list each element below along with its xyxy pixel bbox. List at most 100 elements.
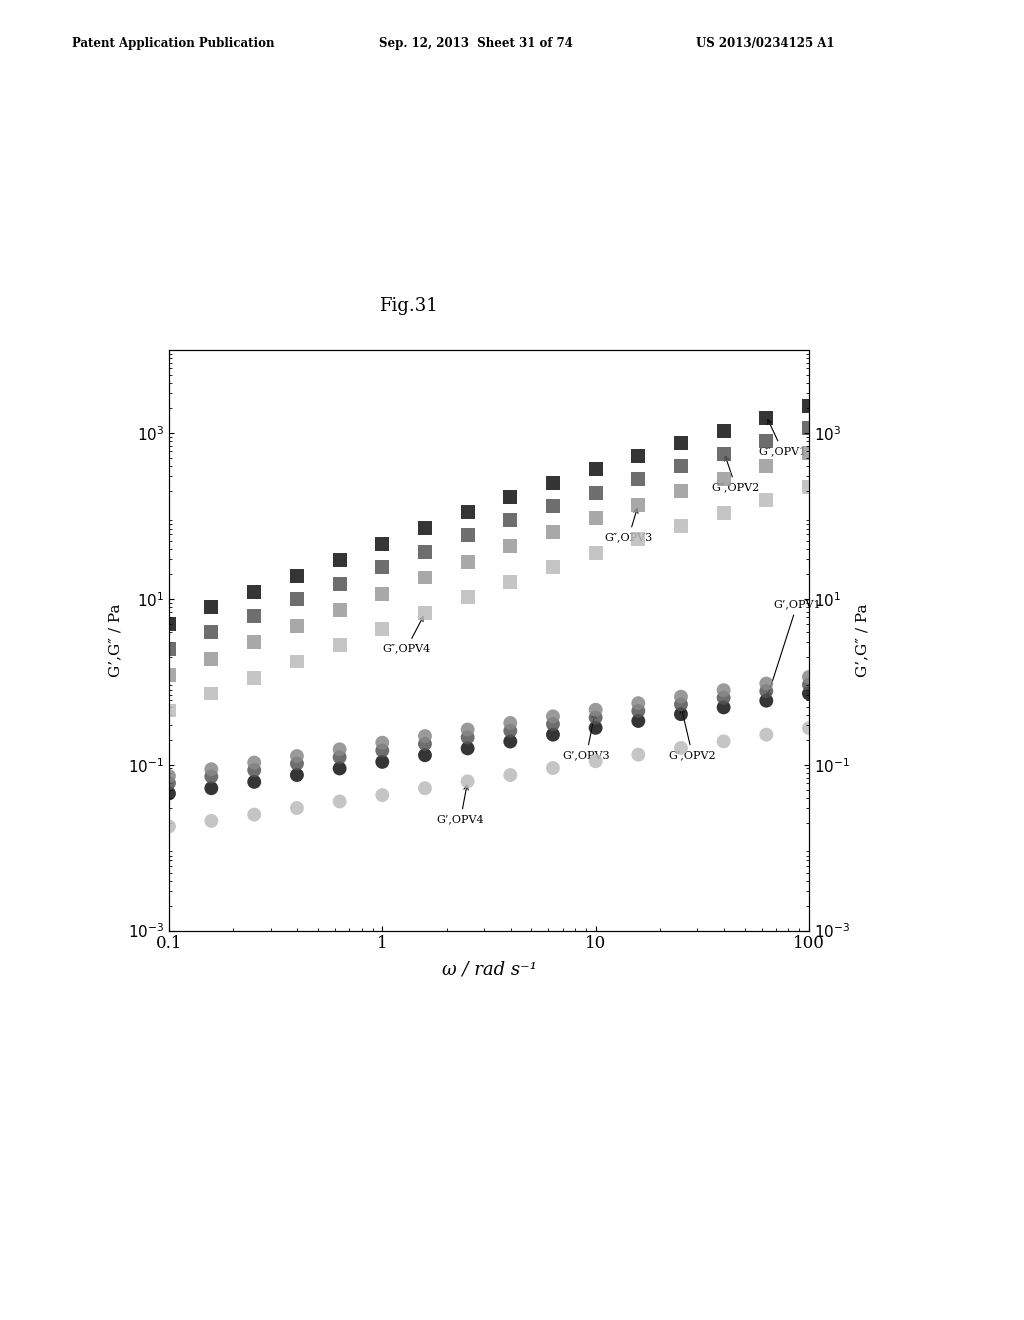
Point [502,731,518,752]
Point [460,550,476,572]
Text: G’,OPV3: G’,OPV3 [562,714,610,760]
Text: G″,OPV3: G″,OPV3 [604,508,652,543]
Point [758,673,774,694]
Point [673,738,689,759]
Point [374,741,390,762]
Point [502,510,518,531]
Point [758,430,774,451]
Point [716,680,732,701]
Text: G″,OPV2: G″,OPV2 [712,457,760,492]
Point [758,690,774,711]
Point [588,708,604,729]
Point [758,408,774,429]
Point [161,664,177,685]
Point [716,503,732,524]
Point [417,541,433,562]
Point [630,469,646,490]
Point [417,568,433,589]
Point [801,675,817,696]
Point [203,777,219,799]
Point [801,477,817,498]
Point [332,635,348,656]
Text: Patent Application Publication: Patent Application Publication [72,37,274,50]
Point [203,682,219,704]
Point [374,751,390,772]
Y-axis label: G’,G″ / Pa: G’,G″ / Pa [109,603,122,677]
Point [801,667,817,688]
Point [161,772,177,793]
Point [332,574,348,595]
Point [673,704,689,725]
Point [289,615,305,636]
Point [332,550,348,572]
Point [545,714,561,735]
Point [502,713,518,734]
Point [630,693,646,714]
Point [502,572,518,593]
Text: G’,OPV4: G’,OPV4 [437,785,484,824]
Point [502,536,518,557]
Point [545,521,561,543]
Point [161,612,177,634]
Point [460,738,476,759]
Point [203,810,219,832]
Point [460,719,476,741]
Point [417,726,433,747]
Text: Fig.31: Fig.31 [379,297,437,315]
Point [203,759,219,780]
Point [203,622,219,643]
Text: Sep. 12, 2013  Sheet 31 of 74: Sep. 12, 2013 Sheet 31 of 74 [379,37,572,50]
Point [630,529,646,550]
Point [588,482,604,503]
Point [673,694,689,715]
Point [417,744,433,766]
Point [716,697,732,718]
Point [545,758,561,779]
Point [332,599,348,620]
Point [417,777,433,799]
Text: G’,OPV2: G’,OPV2 [669,709,717,760]
Point [246,582,262,603]
Point [203,766,219,787]
Point [716,444,732,465]
Text: US 2013/0234125 A1: US 2013/0234125 A1 [696,37,835,50]
Point [673,686,689,708]
Point [246,667,262,688]
Point [161,700,177,721]
Point [289,651,305,672]
Point [673,432,689,453]
Point [758,725,774,746]
Point [417,517,433,539]
Point [289,746,305,767]
Point [203,648,219,669]
Point [545,473,561,494]
Point [673,455,689,477]
Point [588,543,604,564]
Point [246,771,262,792]
Point [460,771,476,792]
Point [630,445,646,466]
Point [630,710,646,731]
Point [332,739,348,760]
Point [673,480,689,502]
Point [673,516,689,537]
Point [801,396,817,417]
Point [801,442,817,463]
Text: G″,OPV1: G″,OPV1 [759,420,807,457]
Point [588,751,604,772]
Point [588,507,604,528]
Y-axis label: G’,G″ / Pa: G’,G″ / Pa [856,603,869,677]
Point [161,816,177,837]
Point [502,721,518,742]
Point [460,525,476,546]
Point [374,583,390,605]
Point [801,718,817,739]
Point [374,784,390,805]
Point [417,603,433,624]
Point [289,589,305,610]
Point [758,490,774,511]
Point [332,791,348,812]
Text: G″,OPV4: G″,OPV4 [382,616,430,653]
Point [289,764,305,785]
Point [374,533,390,554]
